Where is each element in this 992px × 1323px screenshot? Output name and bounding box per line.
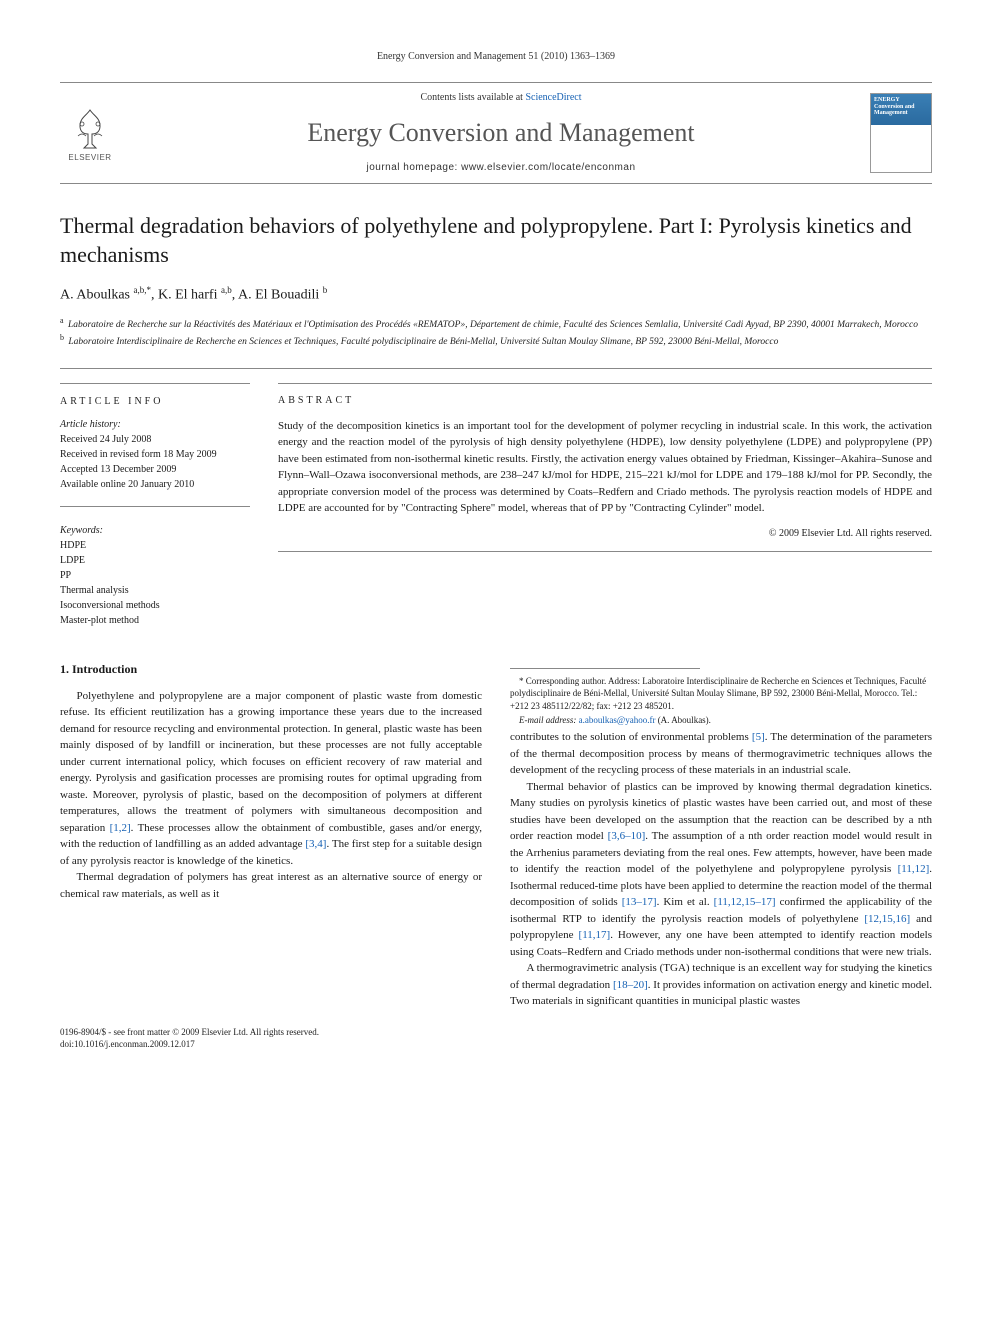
journal-homepage: journal homepage: www.elsevier.com/locat… [132,161,870,175]
intro-p1: Polyethylene and polypropylene are a maj… [60,688,482,870]
footnote-separator [510,668,700,669]
ref-link[interactable]: [12,15,16] [864,913,910,925]
keyword: Isoconversional methods [60,598,250,613]
keyword-lines: HDPELDPEPPThermal analysisIsoconversiona… [60,538,250,628]
homepage-url[interactable]: www.elsevier.com/locate/enconman [461,162,635,173]
sciencedirect-link[interactable]: ScienceDirect [525,92,581,103]
abstract-heading: ABSTRACT [278,394,932,408]
footer-doi: doi:10.1016/j.enconman.2009.12.017 [60,1038,932,1051]
header-citation: Energy Conversion and Management 51 (201… [60,50,932,64]
corresponding-author-note: * Corresponding author. Address: Laborat… [510,675,932,713]
keyword: PP [60,568,250,583]
abstract-panel: ABSTRACT Study of the decomposition kine… [278,383,932,628]
intro-p2: Thermal degradation of polymers has grea… [60,869,482,902]
ref-link[interactable]: [3,4] [305,838,326,850]
section-1-heading: 1. Introduction [60,660,482,678]
ref-link[interactable]: [18–20] [613,979,648,991]
journal-bar: ELSEVIER Contents lists available at Sci… [60,82,932,184]
body-columns: 1. Introduction Polyethylene and polypro… [60,656,932,1010]
elsevier-label: ELSEVIER [68,152,111,163]
history-line: Available online 20 January 2010 [60,477,250,492]
history-line: Received in revised form 18 May 2009 [60,447,250,462]
footer-line-1: 0196-8904/$ - see front matter © 2009 El… [60,1026,932,1039]
author-list: A. Aboulkas a,b,*, K. El harfi a,b, A. E… [60,284,932,305]
elsevier-tree-icon [66,104,114,152]
elsevier-logo: ELSEVIER [60,98,120,168]
keyword: HDPE [60,538,250,553]
email-line: E-mail address: a.aboulkas@yahoo.fr (A. … [510,714,932,727]
ref-link[interactable]: [11,17] [579,929,611,941]
ref-link[interactable]: [3,6–10] [608,830,646,842]
history-label: Article history: [60,417,250,432]
contents-prefix: Contents lists available at [420,92,525,103]
email-link[interactable]: a.aboulkas@yahoo.fr [579,715,656,725]
ref-link[interactable]: [5] [752,731,765,743]
intro-p4: Thermal behavior of plastics can be impr… [510,779,932,961]
affiliation-line: b Laboratoire Interdisciplinaire de Rech… [60,332,932,349]
homepage-prefix: journal homepage: [366,162,461,173]
ref-link[interactable]: [11,12] [898,863,930,875]
footnotes: * Corresponding author. Address: Laborat… [510,675,932,727]
intro-p5: A thermogravimetric analysis (TGA) techn… [510,960,932,1010]
ref-link[interactable]: [1,2] [110,822,131,834]
keyword: LDPE [60,553,250,568]
history-lines: Received 24 July 2008Received in revised… [60,432,250,492]
abstract-text: Study of the decomposition kinetics is a… [278,418,932,517]
journal-cover-thumb: ENERGY Conversion and Management [870,93,932,173]
cover-title: ENERGY Conversion and Management [874,97,928,117]
journal-title: Energy Conversion and Management [132,115,870,151]
history-line: Accepted 13 December 2009 [60,462,250,477]
affiliation-line: a Laboratoire de Recherche sur la Réacti… [60,315,932,332]
keyword: Master-plot method [60,613,250,628]
contents-line: Contents lists available at ScienceDirec… [132,91,870,105]
ref-link[interactable]: [13–17] [622,896,657,908]
intro-p3: contributes to the solution of environme… [510,729,932,779]
ref-link[interactable]: [11,12,15–17] [714,896,776,908]
article-info-panel: ARTICLE INFO Article history: Received 2… [60,383,250,628]
article-title: Thermal degradation behaviors of polyeth… [60,212,932,269]
history-line: Received 24 July 2008 [60,432,250,447]
footer-bar: 0196-8904/$ - see front matter © 2009 El… [60,1026,932,1051]
abstract-copyright: © 2009 Elsevier Ltd. All rights reserved… [278,527,932,541]
keywords-label: Keywords: [60,523,250,538]
keyword: Thermal analysis [60,583,250,598]
affiliations: a Laboratoire de Recherche sur la Réacti… [60,315,932,350]
article-info-heading: ARTICLE INFO [60,394,250,409]
